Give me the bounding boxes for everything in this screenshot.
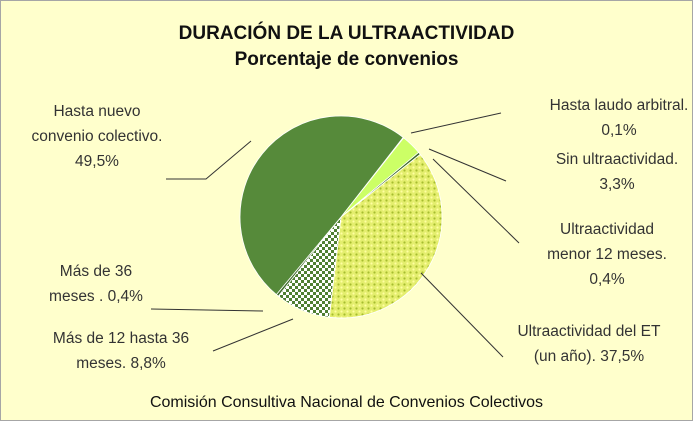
value-label: 3,3% [599, 176, 635, 193]
value-label: 0,1% [601, 122, 637, 139]
leader-line [410, 112, 502, 134]
leader-line [428, 148, 507, 182]
value-label: 49,5% [75, 153, 119, 170]
category-label: Ultraactividad del ET (un año). [517, 323, 661, 365]
slice-label: Hasta laudo arbitral. 0,1% [539, 93, 692, 143]
category-label: Más de 12 hasta 36 meses. [52, 330, 190, 372]
slice-label: Hasta nuevo convenio colectivo. 49,5% [31, 99, 163, 174]
value-label: 37,5% [600, 348, 645, 365]
leader-line [150, 308, 264, 312]
category-label: Ultraactividad menor 12 meses. [547, 221, 667, 263]
category-label: Sin ultraactividad. [555, 151, 679, 168]
slice-label: Más de 36 meses . 0,4% [41, 259, 151, 309]
leader-line [166, 140, 252, 180]
category-label: Más de 36 meses . [49, 263, 133, 305]
leader-line [432, 158, 520, 244]
pie-slice [239, 115, 404, 296]
category-label: Hasta laudo arbitral. [549, 97, 689, 114]
category-label: Hasta nuevo convenio colectivo. [31, 103, 163, 145]
chart-subtitle: Porcentaje de convenios [234, 49, 459, 70]
slice-label: Más de 12 hasta 36 meses. 8,8% [37, 326, 205, 376]
slice-label: Ultraactividad menor 12 meses. 0,4% [539, 217, 675, 292]
value-label: 0,4% [589, 271, 625, 288]
source-note: Comisión Consultiva Nacional de Convenio… [149, 394, 544, 411]
chart-title: DURACIÓN DE LA ULTRAACTIVIDAD [178, 23, 515, 44]
value-label: 0,4% [107, 288, 143, 305]
slice-label: Sin ultraactividad. 3,3% [541, 147, 692, 197]
value-label: 8,8% [130, 355, 166, 372]
pie-slice [328, 153, 443, 319]
leader-line [420, 272, 504, 358]
leader-line [212, 318, 294, 352]
slice-label: Ultraactividad del ET (un año). 37,5% [509, 319, 669, 369]
